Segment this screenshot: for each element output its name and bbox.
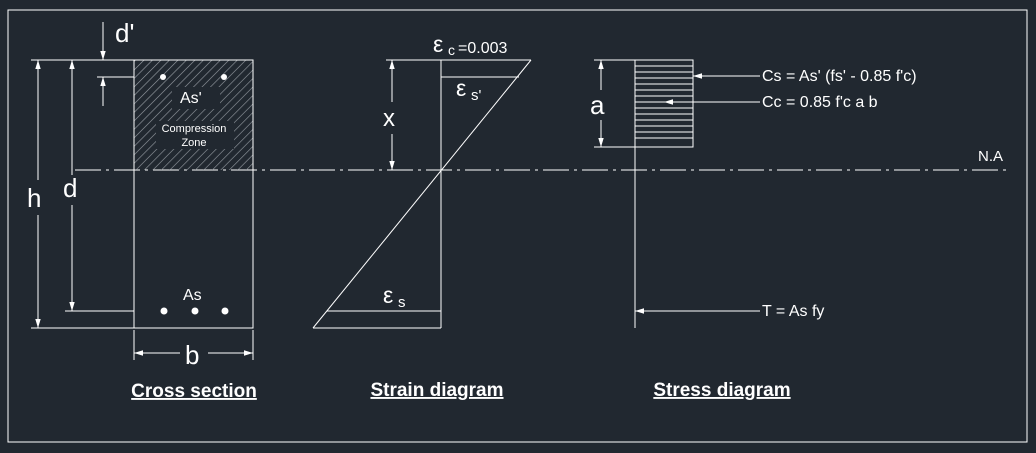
- t-label: T = As fy: [762, 303, 824, 320]
- eps-s-prime-subscript: s': [471, 87, 482, 104]
- eps-s-symbol: ε: [383, 282, 393, 308]
- b-label: b: [185, 340, 199, 370]
- d-prime-label: d': [115, 18, 134, 48]
- beam-section-outline: [133, 59, 254, 329]
- neutral-axis-label: N.A: [978, 148, 1003, 165]
- strain-profile-line: [312, 59, 532, 329]
- stress-diagram: a Cs = As' (fs' - 0.85 f'c) Cc = 0.85 f'…: [590, 59, 917, 401]
- compression-zone-label-line1: Compression: [162, 123, 227, 135]
- eps-c-subscript: c: [448, 42, 455, 58]
- compression-zone-label-bg: [156, 121, 234, 149]
- bottom-rebar-3: [221, 307, 229, 315]
- as-label: As: [183, 287, 202, 304]
- cross-section: As' Compression Zone As d' h d b Cross: [27, 18, 257, 402]
- h-label: h: [27, 183, 41, 213]
- cross-section-caption: Cross section: [131, 381, 257, 402]
- cc-label: Cc = 0.85 f'c a b: [762, 94, 878, 111]
- eps-s-subscript: s: [398, 294, 406, 311]
- as-prime-label: As': [180, 90, 202, 107]
- a-label: a: [590, 90, 605, 120]
- d-label: d: [63, 173, 77, 203]
- stress-block: [634, 59, 694, 148]
- top-rebar-right: [221, 74, 227, 80]
- eps-c-symbol: ε: [433, 31, 443, 57]
- eps-s-prime-symbol: ε: [456, 75, 466, 101]
- cs-label: Cs = As' (fs' - 0.85 f'c): [762, 68, 917, 85]
- stress-diagram-caption: Stress diagram: [653, 380, 790, 401]
- drawing-border: [7, 9, 1028, 443]
- compression-zone-label-line2: Zone: [181, 137, 206, 149]
- strain-diagram-caption: Strain diagram: [370, 380, 503, 401]
- strain-diagram: x ε c =0.003 ε s' ε s Strain diagram: [312, 31, 532, 401]
- top-rebar-left: [160, 74, 166, 80]
- as-prime-label-bg: [172, 87, 220, 109]
- compression-zone-hatch: [134, 60, 253, 170]
- x-label: x: [383, 105, 395, 132]
- bottom-rebar-2: [191, 307, 199, 315]
- eps-c-value: =0.003: [458, 40, 507, 57]
- bottom-rebar-1: [160, 307, 168, 315]
